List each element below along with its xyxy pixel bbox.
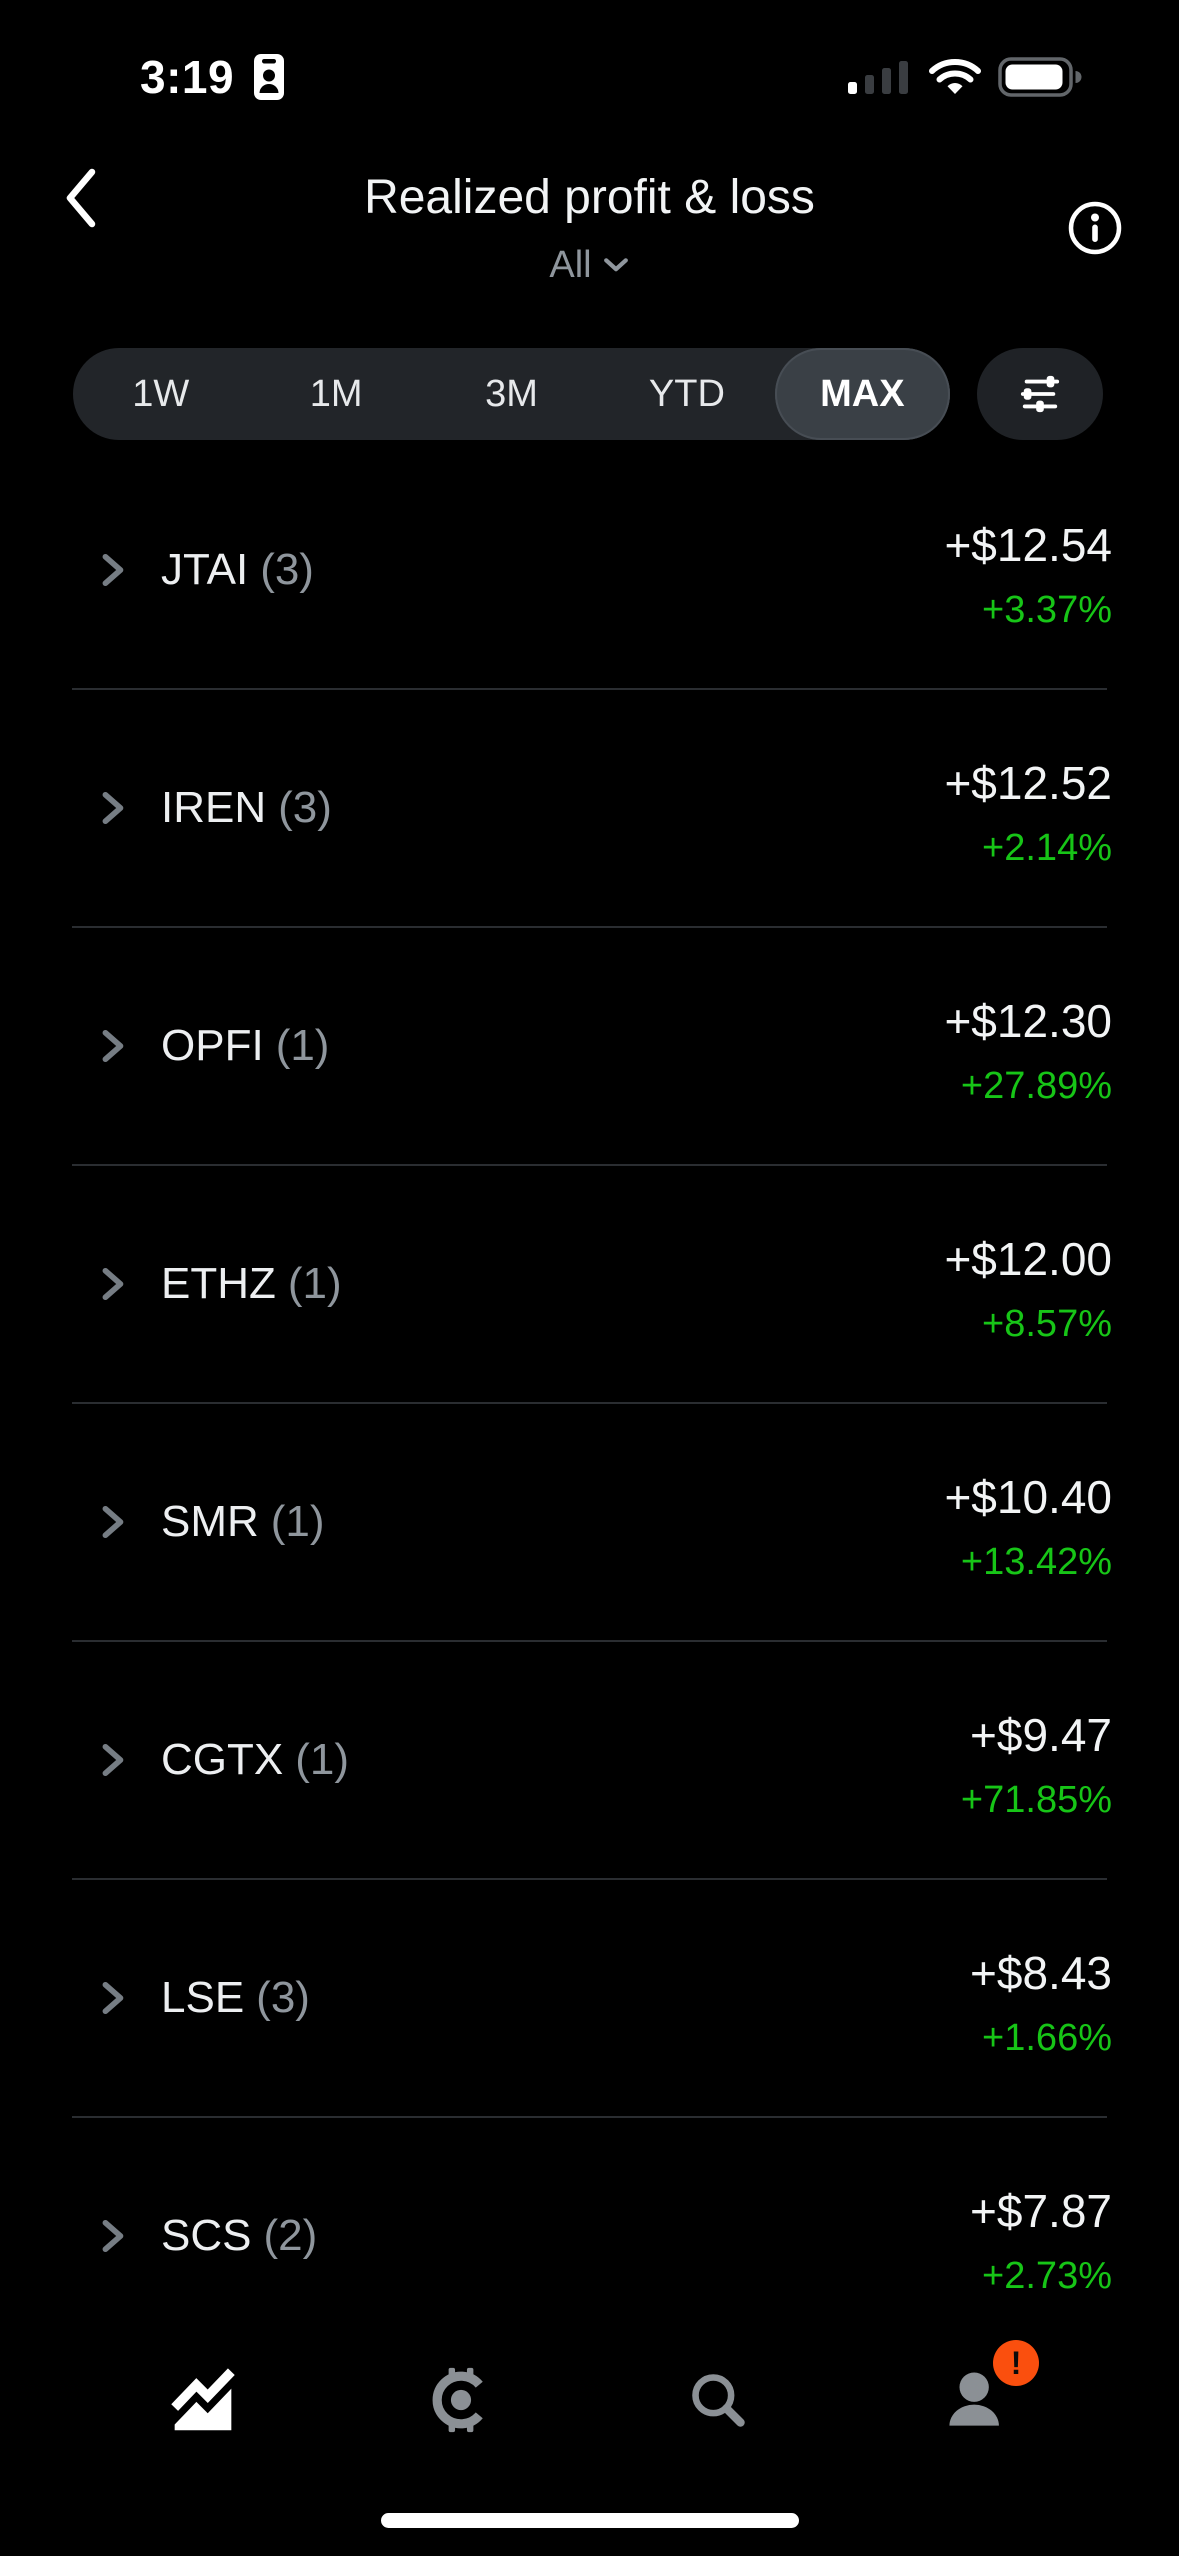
profile-person-icon [943, 2366, 1009, 2434]
home-indicator[interactable] [380, 2513, 799, 2528]
trade-count: (1) [295, 1735, 350, 1784]
chevron-right-icon [95, 1500, 129, 1544]
tab-search[interactable] [590, 2370, 848, 2430]
markets-chart-icon [169, 2366, 237, 2434]
pnl-row[interactable]: OPFI (1) +$12.30 +27.89% [0, 928, 1179, 1166]
search-icon [688, 2370, 748, 2430]
chevron-right-icon [95, 548, 129, 592]
trade-count: (3) [256, 1973, 310, 2022]
bottom-tab-bar: ! [0, 2330, 1179, 2556]
realized-amount: +$9.47 [970, 1709, 1112, 1761]
realized-percent: +27.89% [960, 1065, 1112, 1107]
info-icon [1067, 200, 1123, 256]
pnl-row[interactable]: LSE (3) +$8.43 +1.66% [0, 1880, 1179, 2118]
ticker-symbol: SMR [161, 1497, 259, 1546]
period-tab-max[interactable]: MAX [774, 348, 951, 440]
chevron-right-icon [95, 1976, 129, 2020]
pnl-row[interactable]: JTAI (3) +$12.54 +3.37% [0, 452, 1179, 690]
trade-count: (3) [260, 545, 314, 594]
ticker-symbol: LSE [161, 1973, 245, 2022]
scope-label: All [549, 243, 592, 286]
tab-markets[interactable] [74, 2366, 332, 2434]
ticker-symbol: ETHZ [161, 1259, 276, 1308]
period-tab-ytd[interactable]: YTD [648, 372, 725, 415]
realized-percent: +1.66% [982, 2017, 1112, 2059]
ticker-symbol: SCS [161, 2211, 252, 2260]
pnl-row[interactable]: SMR (1) +$10.40 +13.42% [0, 1404, 1179, 1642]
pnl-row[interactable]: IREN (3) +$12.52 +2.14% [0, 690, 1179, 928]
realized-amount: +$12.30 [944, 995, 1112, 1047]
trade-count: (1) [270, 1497, 325, 1546]
scope-dropdown[interactable]: All [0, 243, 1179, 287]
realized-amount: +$8.43 [970, 1947, 1112, 1999]
row-divider [72, 926, 1107, 928]
chevron-right-icon [95, 1024, 129, 1068]
row-divider [72, 688, 1107, 690]
row-divider [72, 1640, 1107, 1642]
realized-amount: +$7.87 [970, 2185, 1112, 2237]
back-chevron-icon [62, 166, 102, 230]
realized-amount: +$10.40 [944, 1471, 1112, 1523]
chevron-right-icon [95, 1738, 129, 1782]
ticker-symbol: CGTX [161, 1735, 284, 1784]
realized-percent: +2.73% [982, 2255, 1112, 2297]
period-segmented-control: 1W 1M 3M YTD MAX [73, 348, 951, 440]
realized-amount: +$12.54 [944, 519, 1112, 571]
trade-count: (2) [263, 2211, 318, 2260]
realized-percent: +2.14% [982, 827, 1112, 869]
period-controls: 1W 1M 3M YTD MAX [73, 348, 1103, 440]
realized-amount: +$12.00 [944, 1233, 1112, 1285]
period-tab-1w[interactable]: 1W [132, 372, 190, 415]
status-time: 3:19 [140, 51, 235, 103]
chevron-right-icon [95, 1262, 129, 1306]
chevron-down-icon [602, 255, 630, 275]
pnl-row[interactable]: CGTX (1) +$9.47 +71.85% [0, 1642, 1179, 1880]
header: Realized profit & loss All [0, 120, 1179, 310]
trade-count: (1) [287, 1259, 342, 1308]
realized-percent: +71.85% [960, 1779, 1112, 1821]
realized-percent: +3.37% [982, 589, 1112, 631]
crypto-coin-icon [428, 2364, 494, 2436]
ticker-symbol: OPFI [161, 1021, 264, 1070]
trade-count: (3) [278, 783, 332, 832]
realized-percent: +13.42% [960, 1541, 1112, 1583]
filter-button[interactable] [977, 348, 1103, 440]
status-bar: 3:19 [0, 0, 1179, 120]
row-divider [72, 2116, 1107, 2118]
ticker-symbol: IREN [161, 783, 267, 832]
info-button[interactable] [1067, 200, 1123, 256]
battery-icon [998, 57, 1082, 97]
alert-badge: ! [993, 2340, 1040, 2386]
wifi-icon [929, 58, 981, 96]
pnl-row[interactable]: SCS (2) +$7.87 +2.73% [0, 2118, 1179, 2356]
ticker-symbol: JTAI [161, 545, 249, 594]
page-title: Realized profit & loss [364, 171, 815, 224]
period-tab-3m[interactable]: 3M [485, 372, 538, 415]
realized-amount: +$12.52 [944, 757, 1112, 809]
id-badge-icon [254, 54, 285, 100]
row-divider [72, 1878, 1107, 1880]
trade-count: (1) [275, 1021, 330, 1070]
tab-profile[interactable]: ! [847, 2340, 1105, 2434]
row-divider [72, 1164, 1107, 1166]
back-button[interactable] [62, 166, 118, 230]
row-divider [72, 1402, 1107, 1404]
period-tab-1m[interactable]: 1M [309, 372, 363, 415]
sliders-filter-icon [1019, 374, 1061, 414]
pnl-row[interactable]: ETHZ (1) +$12.00 +8.57% [0, 1166, 1179, 1404]
chevron-right-icon [95, 786, 129, 830]
realized-percent: +8.57% [982, 1303, 1112, 1345]
pnl-list: JTAI (3) +$12.54 +3.37% IREN (3) [0, 452, 1179, 2356]
cellular-signal-icon [848, 60, 912, 94]
tab-crypto[interactable] [332, 2364, 590, 2436]
chevron-right-icon [95, 2214, 129, 2258]
